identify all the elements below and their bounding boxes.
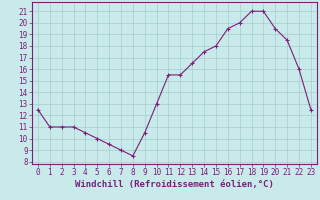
X-axis label: Windchill (Refroidissement éolien,°C): Windchill (Refroidissement éolien,°C): [75, 180, 274, 189]
